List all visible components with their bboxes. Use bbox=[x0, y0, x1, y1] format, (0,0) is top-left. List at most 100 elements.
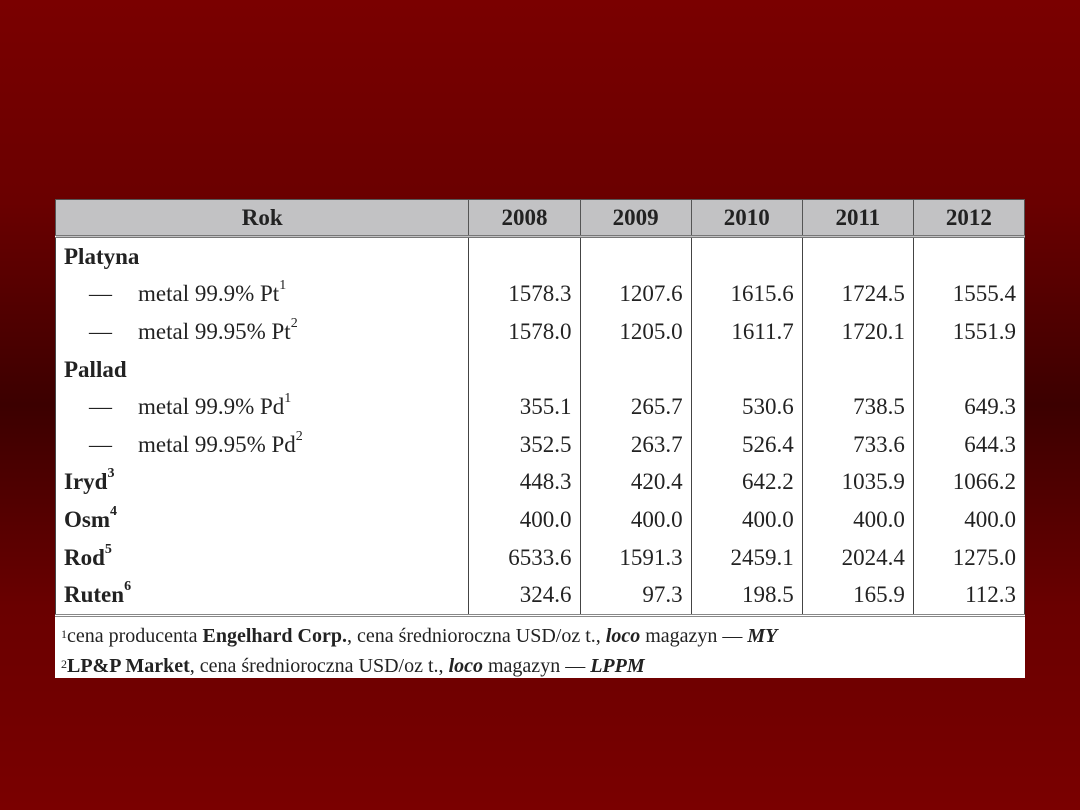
footnotes: 1cena producenta Engelhard Corp., cena ś… bbox=[55, 617, 1025, 681]
footnote-text: loco bbox=[605, 624, 641, 647]
footnote-number: 2 bbox=[61, 656, 67, 671]
footnote-text: LP&P Market bbox=[67, 654, 190, 677]
row-label-text: metal 99.95% Pt bbox=[138, 318, 291, 344]
value-cell: 1615.6 bbox=[690, 275, 803, 314]
row-label-text: metal 99.9% Pd bbox=[138, 394, 285, 420]
table-row: Osm4 400.0 400.0 400.0 400.0 400.0 bbox=[54, 501, 1026, 539]
value-cell: 1720.1 bbox=[801, 313, 914, 351]
footnote: 2LP&P Market, cena średnioroczna USD/oz … bbox=[61, 651, 1019, 681]
value-cell: 1205.0 bbox=[579, 313, 692, 351]
row-label: Rod5 bbox=[54, 538, 470, 577]
value-cell: 400.0 bbox=[801, 501, 914, 539]
row-label-text: Iryd bbox=[64, 469, 108, 495]
price-table: Rok 2008 2009 2010 2011 2012 Platyna — met… bbox=[54, 199, 1026, 617]
value-cell: 1207.6 bbox=[579, 275, 692, 314]
header-year: 2009 bbox=[579, 199, 692, 237]
footnote-text: MY bbox=[747, 624, 778, 647]
row-label-text: Ruten bbox=[64, 582, 125, 608]
value-cell: 165.9 bbox=[801, 576, 914, 617]
row-label: — metal 99.95% Pd2 bbox=[54, 425, 470, 464]
value-cell bbox=[579, 236, 692, 276]
value-cell: 1724.5 bbox=[801, 275, 914, 314]
value-cell bbox=[801, 350, 914, 389]
value-cell: 112.3 bbox=[912, 576, 1026, 617]
value-cell: 420.4 bbox=[579, 463, 692, 502]
value-cell bbox=[690, 350, 803, 389]
footnote-ref: 3 bbox=[107, 466, 115, 482]
value-cell: 97.3 bbox=[579, 576, 692, 617]
value-cell: 352.5 bbox=[468, 425, 581, 464]
value-cell: 1611.7 bbox=[690, 313, 803, 351]
row-label: — metal 99.9% Pt1 bbox=[54, 275, 470, 314]
table-row: Platyna bbox=[54, 236, 1026, 276]
row-label-text: metal 99.95% Pd bbox=[138, 431, 296, 457]
row-label: — metal 99.95% Pt2 bbox=[54, 313, 470, 351]
header-year: 2011 bbox=[801, 199, 914, 237]
header-year: 2010 bbox=[690, 199, 803, 237]
value-cell: 1551.9 bbox=[912, 313, 1026, 351]
value-cell: 642.2 bbox=[690, 463, 803, 502]
value-cell: 400.0 bbox=[690, 501, 803, 539]
row-label: Iryd3 bbox=[54, 463, 470, 502]
value-cell bbox=[579, 350, 692, 389]
value-cell: 2024.4 bbox=[801, 538, 914, 577]
table-row: — metal 99.9% Pt1 1578.3 1207.6 1615.6 1724.5… bbox=[54, 275, 1026, 314]
footnote-text: LPPM bbox=[590, 654, 645, 677]
header-year: 2012 bbox=[912, 199, 1026, 237]
footnote-number: 1 bbox=[61, 626, 67, 641]
value-cell: 2459.1 bbox=[690, 538, 803, 577]
price-table-image: Rok 2008 2009 2010 2011 2012 Platyna — met… bbox=[54, 199, 1026, 681]
value-cell: 400.0 bbox=[468, 501, 581, 539]
value-cell: 1578.0 bbox=[468, 313, 581, 351]
table-row: Iryd3 448.3 420.4 642.2 1035.9 1066.2 bbox=[54, 463, 1026, 502]
value-cell: 1591.3 bbox=[579, 538, 692, 577]
value-cell: 649.3 bbox=[912, 388, 1026, 426]
row-label: Osm4 bbox=[54, 501, 470, 539]
footnote-text: loco bbox=[448, 654, 483, 677]
footnote-ref: 2 bbox=[290, 315, 298, 331]
table-row: Rod5 6533.6 1591.3 2459.1 2024.4 1275.0 bbox=[54, 538, 1026, 577]
row-label: Platyna bbox=[54, 236, 470, 276]
value-cell: 1066.2 bbox=[912, 463, 1026, 502]
value-cell bbox=[468, 236, 581, 276]
value-cell bbox=[468, 350, 581, 389]
footnote-ref: 6 bbox=[124, 579, 132, 595]
row-label: — metal 99.9% Pd1 bbox=[54, 388, 470, 426]
row-label: Pallad bbox=[54, 350, 470, 389]
value-cell: 1275.0 bbox=[912, 538, 1026, 577]
dash: — bbox=[89, 431, 112, 457]
value-cell: 355.1 bbox=[468, 388, 581, 426]
footnote-text: magazyn — bbox=[640, 624, 748, 647]
footnote-ref: 2 bbox=[295, 428, 303, 444]
row-label-text: Rod bbox=[64, 544, 105, 570]
value-cell: 733.6 bbox=[801, 425, 914, 464]
row-label: Ruten6 bbox=[54, 576, 470, 617]
footnote-ref: 5 bbox=[104, 541, 112, 557]
footnote-ref: 4 bbox=[110, 503, 117, 519]
table-row: Pallad bbox=[54, 350, 1026, 389]
dash: — bbox=[89, 281, 112, 307]
value-cell bbox=[912, 236, 1026, 276]
value-cell: 263.7 bbox=[579, 425, 692, 464]
value-cell: 1035.9 bbox=[801, 463, 914, 502]
header-year: 2008 bbox=[468, 199, 581, 237]
footnote-text: Engelhard Corp. bbox=[202, 624, 347, 647]
value-cell bbox=[912, 350, 1026, 389]
footnote-text: , cena średnioroczna USD/oz t., bbox=[189, 654, 449, 677]
footnote-text: , cena średnioroczna USD/oz t., bbox=[346, 624, 606, 647]
value-cell: 324.6 bbox=[468, 576, 581, 617]
value-cell: 738.5 bbox=[801, 388, 914, 426]
header-rok: Rok bbox=[54, 199, 470, 237]
value-cell: 1555.4 bbox=[912, 275, 1026, 314]
value-cell: 400.0 bbox=[912, 501, 1026, 539]
table-row: — metal 99.95% Pd2 352.5 263.7 526.4 733.6 644… bbox=[54, 425, 1026, 464]
footnote-ref: 1 bbox=[279, 278, 287, 294]
value-cell: 6533.6 bbox=[468, 538, 581, 577]
value-cell: 198.5 bbox=[690, 576, 803, 617]
table-row: — metal 99.9% Pd1 355.1 265.7 530.6 738.5 649.… bbox=[54, 388, 1026, 426]
value-cell: 400.0 bbox=[579, 501, 692, 539]
value-cell: 1578.3 bbox=[468, 275, 581, 314]
table-row: — metal 99.95% Pt2 1578.0 1205.0 1611.7 1720.… bbox=[54, 313, 1026, 351]
table-row: Ruten6 324.6 97.3 198.5 165.9 112.3 bbox=[54, 576, 1026, 617]
value-cell: 530.6 bbox=[690, 388, 803, 426]
